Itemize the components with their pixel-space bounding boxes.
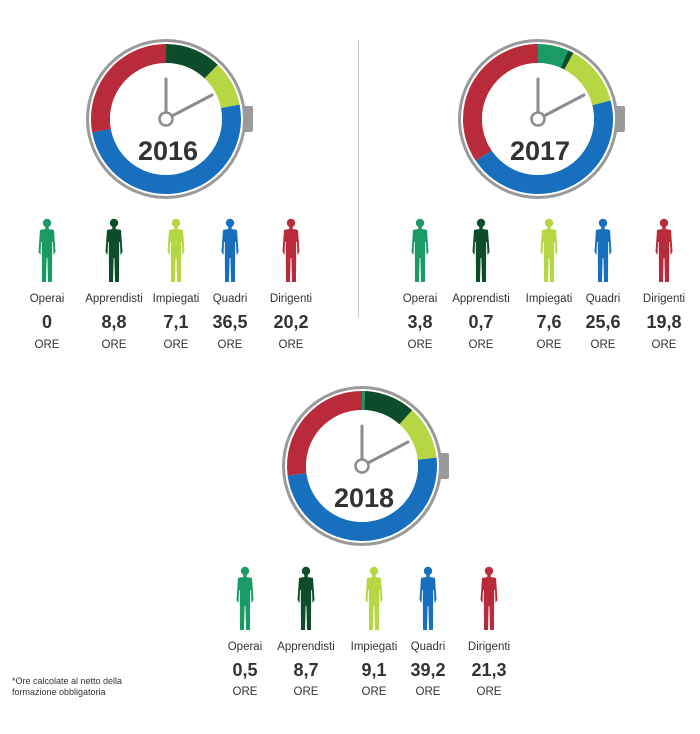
person-icon-impiegati: [365, 566, 383, 630]
person-icon-dirigenti: [480, 566, 498, 630]
person-icon-operai: [38, 218, 56, 282]
unit-label: ORE: [537, 339, 562, 351]
category-label: Dirigenti: [643, 293, 685, 305]
donut-slice-operai: [362, 391, 365, 411]
category-label: Apprendisti: [85, 293, 143, 305]
year-title: 2016: [138, 136, 198, 166]
person-icon-quadri: [594, 218, 612, 282]
person-icon-quadri: [419, 566, 437, 630]
category-label: Apprendisti: [277, 641, 335, 653]
year-title: 2018: [334, 483, 394, 513]
clock-hands-icon: [354, 424, 410, 474]
donut-slice-apprendisti: [166, 44, 218, 79]
value-label: 36,5: [212, 312, 247, 332]
category-label: Operai: [30, 293, 65, 305]
unit-label: ORE: [233, 686, 258, 698]
category-label: Dirigenti: [468, 641, 510, 653]
person-icon-dirigenti: [282, 218, 300, 282]
person-icon-apprendisti: [472, 218, 490, 282]
footnote-line-2: formazione obbligatoria: [12, 687, 106, 697]
unit-label: ORE: [591, 339, 616, 351]
unit-label: ORE: [408, 339, 433, 351]
footnote-line-1: *Ore calcolate al netto della: [12, 676, 123, 686]
donut-segments: [463, 44, 613, 195]
person-icon-impiegati: [540, 218, 558, 282]
value-label: 0,5: [232, 660, 257, 680]
value-label: 21,3: [471, 660, 506, 680]
person-icon-quadri: [221, 218, 239, 282]
donut-slice-quadri: [287, 457, 437, 541]
donut-slice-operai: [538, 44, 569, 68]
value-label: 20,2: [273, 312, 308, 332]
clock-hands-icon: [158, 77, 214, 127]
donut-segments: [287, 391, 437, 541]
category-label: Quadri: [213, 293, 248, 305]
donut-slice-dirigenti: [287, 391, 362, 476]
value-label: 9,1: [361, 660, 386, 680]
clock-hands-icon: [530, 77, 586, 127]
donut-slice-impiegati: [399, 410, 437, 460]
divider-line: [358, 40, 359, 318]
category-label: Apprendisti: [452, 293, 510, 305]
donut-slice-apprendisti: [364, 391, 413, 425]
value-label: 7,6: [536, 312, 561, 332]
value-label: 7,1: [163, 312, 188, 332]
unit-label: ORE: [164, 339, 189, 351]
unit-label: ORE: [294, 686, 319, 698]
unit-label: ORE: [102, 339, 127, 351]
unit-label: ORE: [477, 686, 502, 698]
unit-label: ORE: [362, 686, 387, 698]
footnote: *Ore calcolate al netto della formazione…: [12, 676, 142, 698]
year-title: 2017: [510, 136, 570, 166]
donut-slice-dirigenti: [463, 44, 538, 161]
value-label: 19,8: [646, 312, 681, 332]
category-label: Quadri: [586, 293, 621, 305]
value-label: 3,8: [407, 312, 432, 332]
donut-slice-dirigenti: [90, 44, 166, 133]
value-label: 8,7: [293, 660, 318, 680]
category-label: Impiegati: [351, 641, 398, 653]
person-icon-apprendisti: [105, 218, 123, 282]
person-icon-operai: [411, 218, 429, 282]
person-icon-impiegati: [167, 218, 185, 282]
donut-slice-impiegati: [204, 64, 240, 109]
category-label: Dirigenti: [270, 293, 312, 305]
donut-slice-quadri: [475, 100, 613, 195]
category-label: Impiegati: [526, 293, 573, 305]
value-label: 0: [42, 312, 52, 332]
donut-slice-impiegati: [564, 52, 611, 106]
panel-2016: 2016 Operai 0 ORE Apprendisti 8,8 ORE Impiegati…: [30, 39, 312, 351]
category-label: Operai: [228, 641, 263, 653]
panel-2018: 2018 Operai 0,5 ORE Apprendisti 8,7 ORE Impiega…: [228, 386, 510, 698]
unit-label: ORE: [218, 339, 243, 351]
category-label: Impiegati: [153, 293, 200, 305]
donut-segments: [90, 44, 241, 194]
panel-2017: 2017 Operai 3,8 ORE Apprendisti 0,7 ORE Impiega…: [403, 39, 685, 351]
donut-slice-quadri: [92, 104, 241, 194]
category-label: Quadri: [411, 641, 446, 653]
value-label: 39,2: [410, 660, 445, 680]
donut-slice-apprendisti: [560, 50, 574, 70]
person-icon-operai: [236, 566, 254, 630]
value-label: 8,8: [101, 312, 126, 332]
unit-label: ORE: [279, 339, 304, 351]
person-icon-apprendisti: [297, 566, 315, 630]
value-label: 0,7: [468, 312, 493, 332]
person-icon-dirigenti: [655, 218, 673, 282]
unit-label: ORE: [652, 339, 677, 351]
unit-label: ORE: [416, 686, 441, 698]
category-label: Operai: [403, 293, 438, 305]
unit-label: ORE: [469, 339, 494, 351]
unit-label: ORE: [35, 339, 60, 351]
value-label: 25,6: [585, 312, 620, 332]
